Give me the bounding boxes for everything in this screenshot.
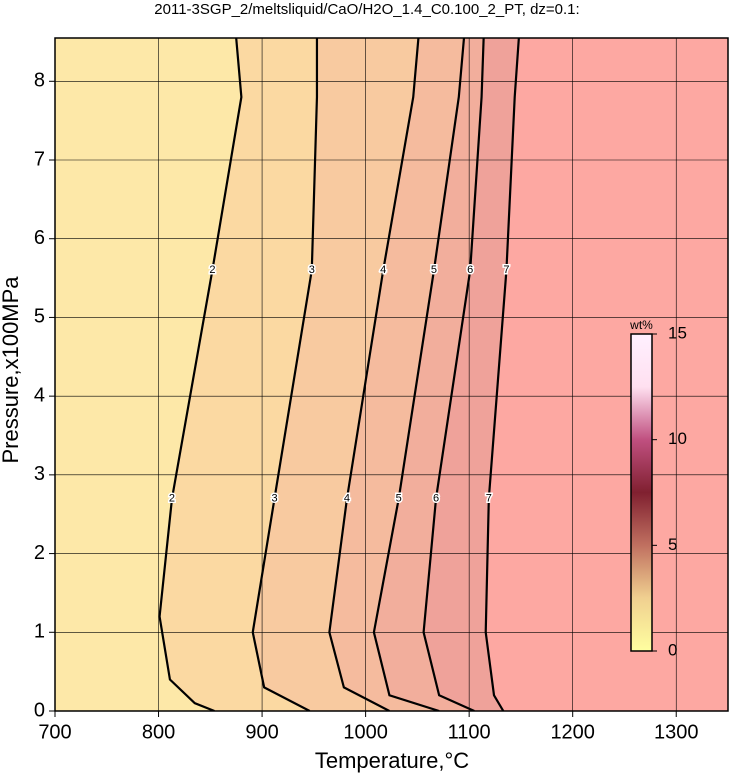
y-tick-label: 2	[34, 542, 45, 564]
contour-label: 4	[380, 264, 386, 276]
y-tick-label: 4	[34, 384, 45, 406]
contour-band	[485, 38, 728, 711]
y-tick-label: 0	[34, 699, 45, 721]
contour-line	[422, 38, 485, 711]
y-tick-label: 8	[34, 70, 45, 92]
colorbar-tick-label: 0	[668, 640, 677, 659]
contour-label: 2	[169, 492, 175, 504]
x-tick-label: 1200	[550, 721, 595, 743]
x-axis-label: Temperature,°C	[315, 748, 469, 773]
colorbar-tick-label: 15	[668, 323, 687, 342]
contour-label: 7	[503, 264, 509, 276]
x-tick-label: 700	[38, 721, 71, 743]
x-tick-label: 1300	[654, 721, 699, 743]
y-tick-label: 6	[34, 227, 45, 249]
y-tick-label: 7	[34, 148, 45, 170]
y-tick-label: 3	[34, 463, 45, 485]
contour-label: 6	[433, 492, 439, 504]
contour-line	[484, 38, 520, 711]
colorbar-tick-label: 10	[668, 429, 687, 448]
y-tick-label: 1	[34, 621, 45, 643]
contour-label: 3	[271, 492, 277, 504]
colorbar-tick-label: 5	[668, 535, 677, 554]
contour-label: 3	[309, 264, 315, 276]
contour-label: 5	[396, 492, 402, 504]
contour-line	[372, 38, 466, 711]
x-tick-label: 1000	[343, 721, 388, 743]
contour-label: 7	[486, 492, 492, 504]
plot-frame	[54, 37, 729, 712]
x-tick-label: 800	[142, 721, 175, 743]
x-tick-label: 1100	[448, 721, 491, 743]
y-tick-label: 5	[34, 306, 45, 328]
y-axis-label: Pressure,x100MPa	[0, 276, 23, 464]
overlay: 700 800 900 1000 1100 1200 1300 0 1 2 3 4 5 6 7 8 wt% 0 5 1…	[34, 37, 729, 743]
colorbar-label: wt%	[629, 318, 653, 332]
contour-label: 6	[467, 264, 473, 276]
contour-label: 4	[344, 492, 350, 504]
chart-title: 2011-3SGP_2/meltsliquid/CaO/H2O_1.4_C0.1…	[154, 1, 579, 18]
contour-line	[158, 38, 243, 711]
x-tick-label: 900	[245, 721, 278, 743]
contour-label: 2	[209, 264, 215, 276]
colorbar	[630, 333, 653, 652]
contour-line	[251, 38, 319, 711]
contour-line	[328, 38, 420, 711]
contour-label: 5	[431, 264, 437, 276]
